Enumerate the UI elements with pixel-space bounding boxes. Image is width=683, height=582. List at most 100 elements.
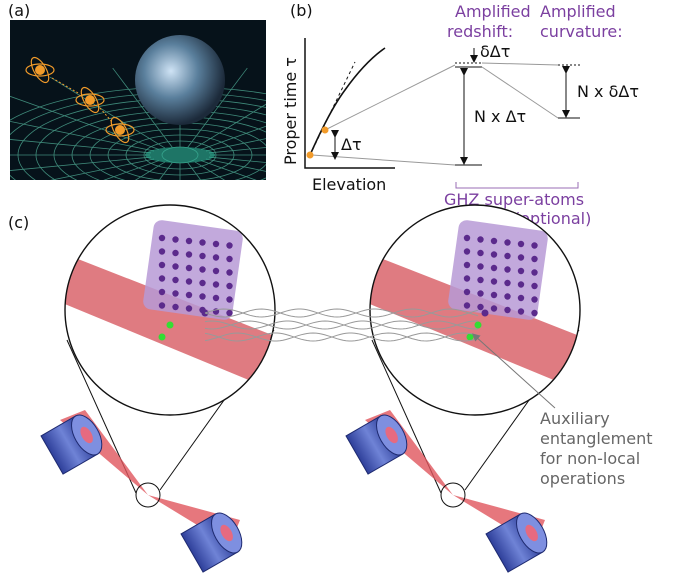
zoom-circle — [369, 204, 581, 416]
tangent — [309, 61, 356, 156]
grid-ray — [187, 162, 202, 180]
atom-dot — [517, 308, 525, 315]
atom-dot — [185, 264, 193, 272]
orbit — [110, 116, 130, 144]
atom-dot — [477, 263, 484, 270]
grid-ray — [49, 76, 166, 149]
atom-dot — [531, 242, 538, 249]
atom-dot — [172, 249, 179, 257]
atom-dot — [463, 261, 471, 269]
atom-dot — [531, 282, 538, 290]
atom-dot — [158, 234, 166, 242]
atom-dot — [517, 240, 525, 248]
atom-dot — [504, 239, 511, 246]
atom-dot — [490, 278, 498, 285]
lens-spot — [220, 524, 233, 542]
grid-ray — [205, 138, 266, 152]
zoom-content — [370, 220, 580, 395]
atom-dot — [212, 267, 220, 275]
lens — [180, 512, 243, 573]
spacetime-image — [10, 20, 266, 180]
n-small-delta: N x δΔτ — [577, 82, 639, 101]
orbit — [25, 63, 55, 77]
grid-ray — [208, 156, 266, 163]
guide — [481, 66, 559, 119]
grid-ray — [10, 139, 152, 154]
orbit — [105, 123, 135, 137]
grid-ray — [201, 125, 266, 150]
orbit — [30, 56, 50, 84]
atom-dot — [477, 236, 484, 243]
atom-dot — [490, 291, 498, 299]
axes — [304, 38, 395, 169]
entanglement — [204, 332, 479, 342]
atom-dot — [481, 309, 489, 317]
atom-dot — [172, 290, 179, 297]
atom-dot — [158, 288, 166, 296]
beam — [60, 410, 240, 545]
annotation: for non-local — [540, 449, 640, 468]
pointer — [472, 333, 556, 409]
grid-ray — [187, 67, 248, 148]
atom-dot — [158, 261, 166, 269]
atom-dot — [212, 240, 220, 248]
atom-dot — [226, 242, 233, 249]
atom-dot — [199, 252, 206, 260]
lens — [40, 414, 103, 475]
grid-ray — [50, 158, 155, 180]
atom — [35, 65, 45, 75]
atom-dot — [226, 255, 233, 263]
atom-dot — [463, 288, 471, 296]
grid-ray — [205, 158, 266, 172]
grid-ray — [194, 161, 226, 180]
aux-dot — [474, 321, 482, 329]
atom-dot — [504, 279, 511, 287]
lens — [345, 414, 408, 475]
atom-dot — [490, 251, 498, 258]
atom-dot — [226, 282, 233, 290]
grid-ray — [10, 95, 159, 150]
atom-dot — [463, 234, 471, 242]
entanglement — [204, 308, 479, 318]
atom-dot — [463, 302, 471, 309]
atom-dot — [490, 237, 498, 245]
panel-label: (c) — [8, 213, 29, 232]
atom — [85, 95, 95, 105]
ghz-label: GHZ super-atoms — [444, 190, 584, 209]
atom-dot — [226, 296, 233, 303]
lens — [485, 512, 548, 573]
zoom-circle — [64, 204, 276, 416]
atom-dot — [226, 309, 233, 317]
focus-circle — [440, 482, 466, 508]
atom-dot — [172, 236, 179, 243]
atom-dot — [517, 267, 525, 275]
atom-dot — [199, 239, 206, 246]
annotation: entanglement — [540, 429, 653, 448]
dot — [306, 151, 314, 159]
link — [51, 77, 113, 123]
atom-dot — [477, 249, 484, 257]
atom-dot — [185, 291, 193, 299]
annotation: operations — [540, 469, 625, 488]
atom-dot — [490, 305, 498, 312]
grid-ray — [10, 120, 155, 152]
delta-label: Δτ — [341, 135, 362, 154]
atom-dot — [172, 276, 179, 284]
lens-spot — [80, 426, 93, 444]
atom-dot — [185, 237, 193, 245]
grid-ray — [208, 147, 266, 154]
atom-dot — [212, 254, 220, 261]
panel-label: (a) — [8, 1, 30, 20]
grid-ray — [194, 103, 266, 149]
annotation: Auxiliary — [540, 409, 610, 428]
atom-dot — [158, 302, 166, 309]
lens-spot — [385, 426, 398, 444]
atom-dot — [226, 269, 233, 276]
atom — [115, 125, 125, 135]
atom-dot — [477, 290, 484, 297]
lens-spot — [525, 524, 538, 542]
grid-ray — [201, 160, 257, 180]
orbit — [80, 86, 100, 114]
orbit — [75, 93, 105, 107]
